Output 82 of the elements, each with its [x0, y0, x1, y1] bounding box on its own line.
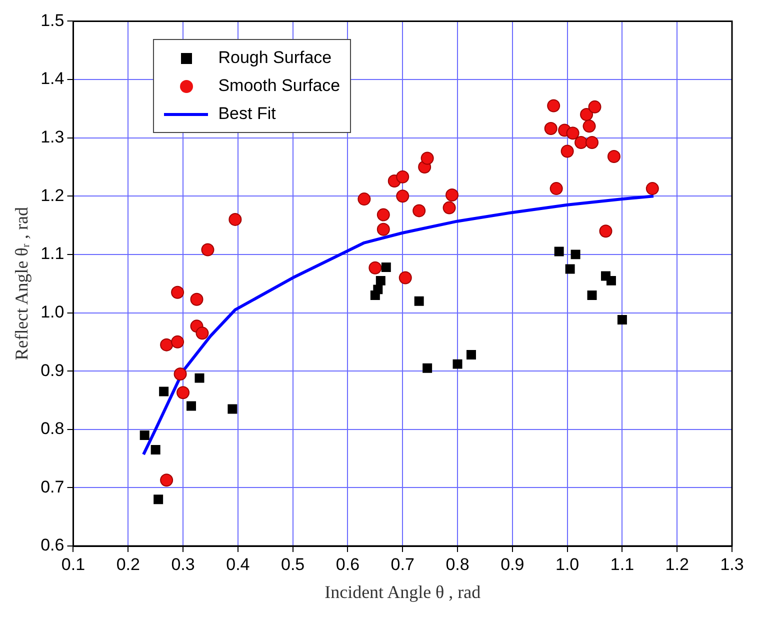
- point: [174, 367, 187, 380]
- point: [176, 386, 190, 400]
- point: [414, 296, 424, 306]
- point: [554, 246, 564, 256]
- point: [368, 261, 382, 274]
- x-tick-label: 0.9: [500, 554, 524, 574]
- y-axis-title: Reflect Angle θᵣ , rad: [12, 207, 32, 360]
- point: [422, 363, 432, 373]
- point: [586, 136, 599, 149]
- point: [196, 326, 209, 340]
- point: [599, 224, 612, 238]
- point: [560, 144, 574, 158]
- y-tick-label: 1.2: [40, 186, 64, 205]
- point: [150, 445, 160, 455]
- x-tick-label: 0.5: [281, 554, 305, 574]
- x-tick-label: 1.0: [555, 554, 580, 574]
- y-tick-label: 1.4: [40, 69, 64, 88]
- point: [381, 262, 391, 272]
- y-tick-label: 1.0: [40, 302, 64, 322]
- y-tick-label: 1.1: [40, 244, 64, 264]
- point: [565, 264, 575, 274]
- point: [550, 182, 563, 196]
- x-tick-label: 1.3: [720, 554, 744, 574]
- x-tick-label: 0.8: [446, 554, 470, 574]
- point: [228, 212, 242, 226]
- point: [547, 99, 560, 112]
- point: [466, 350, 476, 360]
- point: [376, 208, 390, 222]
- x-axis-title: Incident Angle θ , rad: [324, 582, 481, 602]
- point: [396, 170, 410, 184]
- point: [171, 286, 184, 299]
- y-tick-label: 1.5: [40, 10, 64, 30]
- point: [398, 271, 412, 284]
- point: [617, 315, 627, 324]
- point: [566, 126, 580, 140]
- x-tick-label: 0.2: [116, 554, 140, 574]
- point: [358, 192, 371, 206]
- point: [159, 386, 169, 396]
- x-tick-label: 0.3: [171, 554, 195, 574]
- point: [452, 359, 462, 369]
- x-tick-label: 0.6: [336, 554, 360, 574]
- x-tick-label: 0.1: [61, 554, 86, 574]
- point: [606, 276, 616, 286]
- point: [186, 401, 196, 411]
- point: [446, 188, 459, 202]
- point: [580, 108, 594, 121]
- point: [201, 243, 214, 256]
- x-tick-label: 0.4: [226, 554, 250, 574]
- point: [442, 201, 456, 214]
- point: [412, 204, 426, 218]
- point: [194, 373, 204, 383]
- point: [607, 150, 620, 163]
- point: [171, 335, 184, 348]
- point: [588, 100, 602, 114]
- point: [160, 338, 174, 352]
- point: [574, 136, 588, 149]
- point: [396, 190, 410, 203]
- y-tick-label: 0.9: [40, 360, 64, 380]
- point: [373, 284, 383, 294]
- point: [160, 474, 174, 487]
- x-tick-label: 1.2: [665, 554, 689, 574]
- x-tick-label: 0.7: [390, 554, 414, 574]
- point: [544, 122, 558, 135]
- point: [154, 494, 164, 504]
- point: [582, 120, 596, 133]
- point: [646, 182, 659, 196]
- y-tick-label: 0.6: [40, 536, 64, 555]
- x-tick-label: 1.1: [610, 554, 634, 574]
- point: [587, 290, 597, 300]
- y-tick-label: 0.8: [40, 419, 64, 438]
- legend-label: Smooth Surface: [218, 76, 340, 96]
- point: [420, 152, 434, 165]
- point: [190, 292, 204, 306]
- point: [376, 276, 386, 286]
- y-tick-label: 1.3: [40, 128, 64, 147]
- legend-label: Best Fit: [218, 104, 276, 124]
- point: [140, 430, 150, 440]
- legend-label: Rough Surface: [218, 48, 332, 68]
- point: [228, 404, 238, 414]
- point: [376, 222, 390, 236]
- y-tick-label: 0.7: [40, 477, 64, 496]
- point: [570, 250, 580, 260]
